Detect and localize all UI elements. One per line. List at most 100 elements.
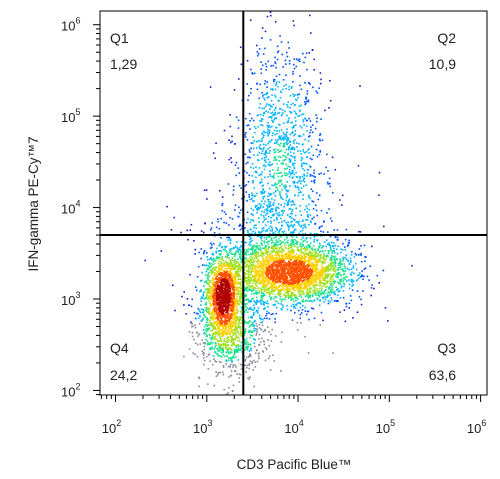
event-dot	[222, 326, 225, 329]
event-dot	[287, 202, 289, 205]
event-dot	[229, 259, 231, 261]
event-dot	[235, 336, 238, 338]
event-dot	[295, 295, 298, 298]
event-dot	[277, 155, 280, 158]
event-dot	[300, 180, 302, 182]
event-dot	[299, 75, 301, 77]
event-dot	[250, 228, 252, 231]
event-dot	[275, 206, 278, 209]
event-dot	[301, 220, 304, 223]
event-dot	[306, 68, 308, 71]
event-dot	[326, 243, 329, 245]
event-dot	[207, 318, 209, 321]
event-dot	[255, 260, 258, 263]
event-dot	[294, 283, 297, 285]
event-dot	[207, 273, 209, 276]
event-dot	[304, 248, 307, 251]
event-dot	[190, 305, 193, 308]
event-dot	[261, 299, 264, 302]
event-dot	[303, 173, 305, 176]
event-dot	[256, 277, 259, 279]
event-dot	[299, 205, 302, 207]
event-dot	[301, 126, 303, 129]
event-dot	[210, 305, 212, 308]
event-dot	[267, 260, 269, 263]
event-dot	[234, 327, 236, 330]
event-dot	[285, 222, 288, 224]
event-dot	[258, 48, 261, 50]
event-dot	[282, 159, 284, 162]
event-dot	[301, 281, 304, 284]
event-dot	[219, 322, 221, 324]
event-dot	[318, 279, 321, 281]
event-dot	[258, 260, 261, 262]
event-dot	[231, 274, 233, 277]
event-dot	[234, 272, 237, 274]
event-dot	[328, 280, 331, 283]
event-dot	[245, 346, 247, 348]
event-dot	[240, 334, 242, 337]
event-dot	[311, 158, 313, 161]
event-dot	[233, 329, 236, 332]
event-dot	[384, 307, 387, 309]
event-dot	[248, 363, 251, 365]
event-dot	[296, 146, 298, 148]
event-dot	[235, 303, 238, 305]
event-dot	[234, 265, 237, 268]
event-dot	[258, 221, 260, 223]
event-dot	[279, 191, 281, 193]
event-dot	[268, 104, 271, 107]
event-dot	[220, 343, 223, 346]
event-dot	[258, 232, 260, 234]
event-dot	[291, 236, 294, 239]
event-dot	[255, 310, 258, 313]
event-dot	[316, 233, 318, 235]
event-dot	[313, 299, 316, 301]
event-dot	[209, 319, 211, 322]
event-dot	[238, 373, 241, 376]
event-dot	[266, 317, 268, 320]
event-dot	[265, 110, 267, 112]
event-dot	[288, 85, 290, 88]
event-dot	[240, 241, 243, 243]
event-dot	[274, 94, 276, 97]
event-dot	[251, 276, 254, 278]
event-dot	[299, 290, 302, 293]
event-dot	[209, 286, 211, 288]
event-dot	[328, 288, 330, 290]
event-dot	[250, 272, 252, 274]
event-dot	[244, 288, 246, 290]
event-dot	[236, 287, 239, 289]
event-dot	[282, 289, 285, 291]
event-dot	[270, 117, 273, 119]
event-dot	[325, 276, 327, 279]
event-dot	[198, 376, 200, 379]
event-dot	[280, 129, 283, 131]
event-dot	[247, 341, 249, 344]
event-dot	[310, 272, 312, 275]
event-dot	[285, 141, 287, 144]
event-dot	[215, 317, 217, 319]
event-dot	[310, 276, 313, 279]
event-dot	[275, 142, 277, 144]
event-dot	[262, 265, 265, 268]
event-dot	[290, 282, 292, 285]
event-dot	[218, 250, 221, 252]
event-dot	[278, 136, 280, 139]
event-dot	[266, 209, 269, 211]
event-dot	[259, 236, 262, 238]
event-dot	[257, 217, 260, 219]
event-dot	[228, 320, 230, 322]
event-dot	[305, 279, 307, 282]
event-dot	[281, 214, 284, 216]
event-dot	[241, 227, 243, 230]
event-dot	[326, 285, 328, 288]
event-dot	[233, 352, 236, 355]
event-dot	[266, 152, 268, 154]
event-dot	[207, 383, 209, 385]
event-dot	[313, 172, 315, 174]
event-dot	[305, 96, 307, 99]
event-dot	[292, 164, 294, 167]
event-dot	[274, 183, 277, 186]
event-dot	[360, 254, 362, 256]
